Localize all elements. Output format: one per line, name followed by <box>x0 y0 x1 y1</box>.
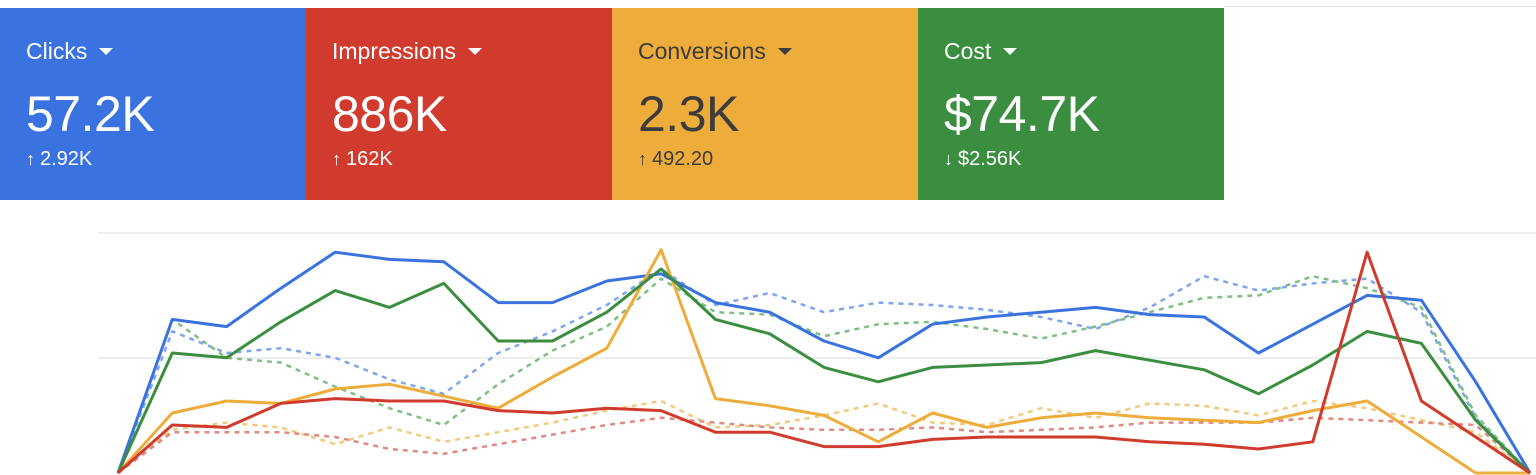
series-line-impressions-current <box>117 250 1531 475</box>
metric-change-value: 492.20 <box>652 148 714 170</box>
arrow-up-icon: ↑ <box>332 149 341 169</box>
metric-card-clicks[interactable]: Clicks 57.2K ↑ 2.92K <box>0 8 306 200</box>
metric-change: ↑ 2.92K <box>26 148 306 171</box>
caret-down-icon[interactable] <box>467 47 482 55</box>
arrow-down-icon: ↓ <box>944 149 953 169</box>
metric-card-header[interactable]: Conversions <box>638 36 918 66</box>
series-line-cost-previous <box>116 274 1531 474</box>
arrow-up-icon: ↑ <box>638 149 647 169</box>
metric-value: 57.2K <box>26 86 155 142</box>
metric-value: 886K <box>332 86 447 142</box>
top-divider <box>1224 6 1536 7</box>
series-line-cost-current <box>116 267 1532 475</box>
metric-change: ↑ 162K <box>332 148 612 171</box>
metric-change-value: $2.56K <box>958 148 1022 170</box>
metric-change-value: 2.92K <box>40 148 93 170</box>
metric-change-value: 162K <box>346 148 393 170</box>
metric-label: Impressions <box>332 37 456 64</box>
metric-card-cost[interactable]: Cost $74.7K ↓ $2.56K <box>918 8 1224 200</box>
metric-label: Conversions <box>638 37 766 64</box>
metric-card-impressions[interactable]: Impressions 886K ↑ 162K <box>306 8 612 200</box>
metric-card-header[interactable]: Impressions <box>332 36 612 66</box>
series-layer <box>116 248 1532 475</box>
metric-change: ↑ 492.20 <box>638 148 918 171</box>
arrow-up-icon: ↑ <box>26 149 35 169</box>
metric-card-conversions[interactable]: Conversions 2.3K ↑ 492.20 <box>612 8 918 200</box>
performance-line-chart <box>98 232 1536 475</box>
metric-label: Clicks <box>26 37 88 64</box>
metric-change: ↓ $2.56K <box>944 148 1224 171</box>
caret-down-icon[interactable] <box>777 47 792 55</box>
caret-down-icon[interactable] <box>1003 47 1018 55</box>
metric-value: $74.7K <box>944 86 1100 142</box>
metric-value: 2.3K <box>638 86 739 142</box>
caret-down-icon[interactable] <box>99 47 114 55</box>
series-line-clicks-previous <box>116 267 1531 474</box>
series-line-conversions-current <box>116 248 1530 475</box>
metric-cards: Clicks 57.2K ↑ 2.92K Impressions 886K ↑ … <box>0 8 1224 200</box>
metric-card-header[interactable]: Clicks <box>26 36 306 66</box>
metric-label: Cost <box>944 37 992 64</box>
series-line-conversions-previous <box>117 399 1531 474</box>
series-line-impressions-previous <box>117 416 1531 474</box>
series-line-clicks-current <box>116 250 1532 474</box>
metric-card-header[interactable]: Cost <box>944 36 1224 66</box>
